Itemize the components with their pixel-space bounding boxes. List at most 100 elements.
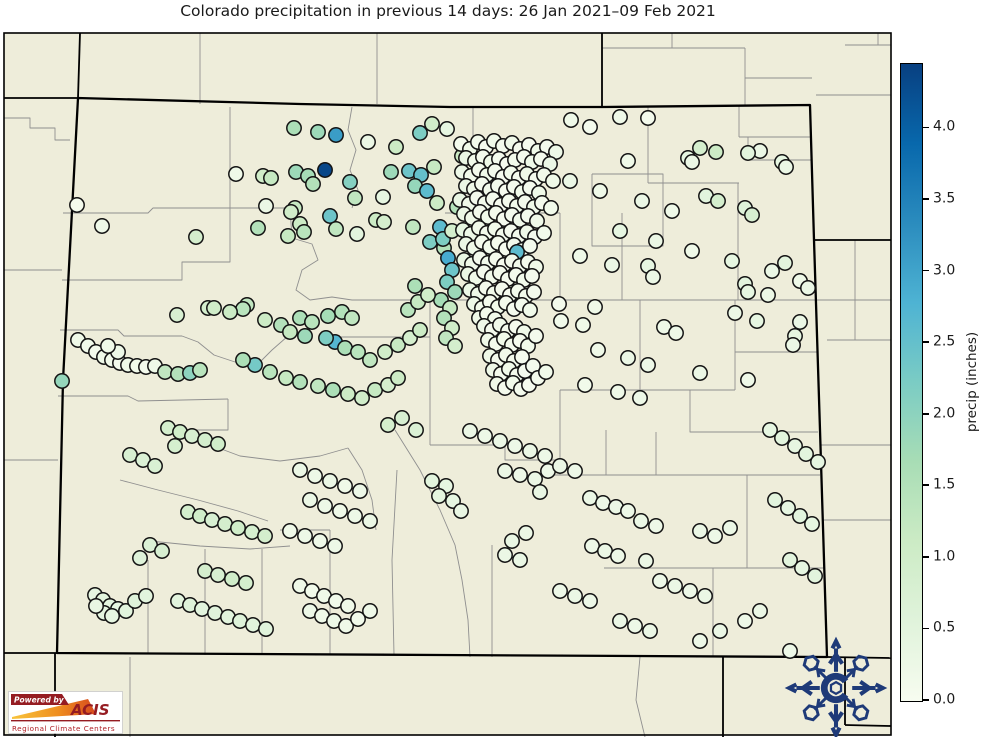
station-point (774, 430, 790, 446)
station-point (424, 116, 440, 132)
station-point (375, 189, 391, 205)
station-point (344, 310, 360, 326)
station-point (552, 458, 568, 474)
county-line (394, 429, 471, 658)
county-line (62, 208, 231, 281)
station-point (317, 162, 333, 178)
county-line (63, 207, 290, 214)
station-point (692, 633, 708, 649)
station-point (257, 312, 273, 328)
station-point (317, 498, 333, 514)
station-point (157, 364, 173, 380)
station-point (620, 153, 636, 169)
county-line (591, 173, 664, 247)
station-point (188, 229, 204, 245)
station-point (668, 325, 684, 341)
station-point (633, 513, 649, 529)
station-point (522, 302, 538, 318)
colorbar-gradient (900, 63, 923, 702)
station-point (545, 173, 561, 189)
station-point (184, 428, 200, 444)
station-point (194, 601, 210, 617)
station-point (297, 328, 313, 344)
colorbar-tick-mark (923, 269, 929, 272)
station-point (777, 255, 793, 271)
station-point (360, 134, 376, 150)
station-point (587, 299, 603, 315)
station-point (782, 643, 798, 659)
station-point (405, 219, 421, 235)
station-point (210, 436, 226, 452)
station-point (462, 423, 478, 439)
station-point (412, 125, 428, 141)
station-point (338, 618, 354, 634)
station-point (388, 139, 404, 155)
colorbar-tick-label: 1.0 (933, 548, 956, 565)
station-point (257, 528, 273, 544)
station-point (69, 197, 85, 213)
station-point (590, 342, 606, 358)
station-point (235, 352, 251, 368)
station-point (394, 410, 410, 426)
station-point (408, 422, 424, 438)
station-point (278, 370, 294, 386)
station-point (282, 523, 298, 539)
station-point (507, 438, 523, 454)
neighbor-county-line (4, 117, 70, 141)
station-point (710, 193, 726, 209)
station-point (804, 516, 820, 532)
station-point (192, 362, 208, 378)
colorbar-tick-mark (923, 556, 929, 558)
station-point (282, 324, 298, 340)
station-point (740, 372, 756, 388)
station-point (350, 611, 366, 627)
station-point (280, 228, 296, 244)
station-point (100, 338, 116, 354)
acis-name-text: ACIS (70, 701, 110, 719)
station-point (577, 377, 593, 393)
colorbar-tick-mark (923, 484, 929, 487)
station-point (627, 618, 643, 634)
station-point (238, 575, 254, 591)
colorbar-tick-label: 3.5 (933, 190, 956, 207)
station-point (412, 322, 428, 338)
station-point (283, 204, 299, 220)
station-point (328, 221, 344, 237)
station-point (794, 560, 810, 576)
station-point (692, 523, 708, 539)
station-point (147, 458, 163, 474)
station-point (350, 344, 366, 360)
station-point (610, 384, 626, 400)
station-point (727, 305, 743, 321)
station-point (810, 454, 826, 470)
station-point (132, 550, 148, 566)
station-point (575, 317, 591, 333)
station-point (292, 462, 308, 478)
station-point (235, 301, 251, 317)
station-point (424, 473, 440, 489)
station-point (197, 563, 213, 579)
station-point (362, 513, 378, 529)
station-point (512, 467, 528, 483)
station-point (407, 278, 423, 294)
station-point (292, 374, 308, 390)
colorbar-tick-label: 3.0 (933, 262, 956, 279)
colorbar-tick-mark (923, 198, 929, 200)
station-point (347, 190, 363, 206)
station-point (422, 234, 438, 250)
station-point (640, 110, 656, 126)
station-point (787, 438, 803, 454)
neighbor-county-lines (4, 33, 891, 737)
station-point (390, 337, 406, 353)
station-point (383, 164, 399, 180)
station-point (262, 364, 278, 380)
acis-powered-by-text: Powered by (14, 696, 65, 705)
station-point (552, 583, 568, 599)
station-point (798, 446, 814, 462)
station-point (684, 154, 700, 170)
colorado-county-lines (58, 105, 824, 658)
colorbar-tick-label: 1.5 (933, 476, 956, 493)
station-point (210, 567, 226, 583)
colorado-state-border (55, 96, 829, 659)
station-point (263, 170, 279, 186)
